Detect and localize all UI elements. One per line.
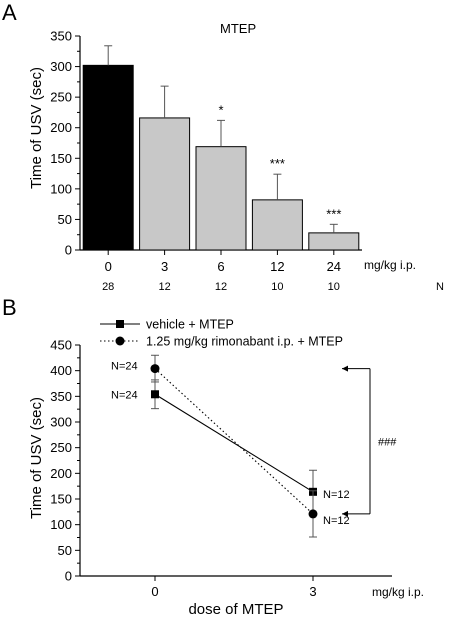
legend-label: vehicle + MTEP bbox=[146, 318, 234, 332]
panel-a-bar bbox=[195, 146, 247, 251]
series-n-label: N=24 bbox=[111, 361, 138, 373]
panel-b-legend: vehicle + MTEP 1.25 mg/kg rimonabant i.p.… bbox=[100, 318, 343, 349]
panel-a-significance: *** bbox=[270, 156, 285, 171]
panel-b-series: N=24 N=12 N=24 N=12 bbox=[111, 354, 350, 538]
panel-a-n-value: 10 bbox=[328, 281, 340, 293]
panel-a-bar bbox=[251, 199, 303, 251]
series-circle-marker bbox=[150, 364, 160, 374]
bracket-annotation: ### bbox=[378, 436, 397, 448]
panel-b-x-tick-label: 0 bbox=[151, 584, 158, 599]
legend-label: 1.25 mg/kg rimonabant i.p. + MTEP bbox=[146, 335, 343, 349]
panel-letter-b: B bbox=[2, 295, 17, 320]
panel-b-y-tick-label: 250 bbox=[50, 440, 72, 455]
panel-a-significance: *** bbox=[326, 206, 341, 221]
bracket-arrow-top bbox=[342, 365, 348, 372]
panel-a-y-axis-title: Time of USV (sec) bbox=[28, 67, 45, 189]
panel-a: A MTEP Time of USV (sec) 050100150200250… bbox=[2, 0, 444, 293]
bracket-arrow-bottom bbox=[342, 510, 348, 517]
panel-b-y-axis-title: Time of USV (sec) bbox=[28, 397, 45, 519]
panel-b-x-axis-title: dose of MTEP bbox=[188, 601, 283, 618]
panel-a-n-value: 12 bbox=[215, 281, 227, 293]
panel-a-y-tick-label: 250 bbox=[50, 90, 72, 105]
panel-a-y-tick-label: 200 bbox=[50, 120, 72, 135]
panel-b-y-tick-label: 100 bbox=[50, 517, 72, 532]
series-circle-marker bbox=[308, 509, 318, 519]
panel-b-y-tick-label: 450 bbox=[50, 338, 72, 353]
panel-a-n-value: 12 bbox=[158, 281, 170, 293]
panel-b-x-tick-label: 3 bbox=[309, 584, 316, 599]
series-line bbox=[154, 393, 314, 493]
panel-a-n-value: 28 bbox=[102, 281, 114, 293]
panel-b-y-tick-label: 400 bbox=[50, 363, 72, 378]
panel-b-y-tick-label: 50 bbox=[58, 543, 72, 558]
panel-a-y-tick-label: 300 bbox=[50, 59, 72, 74]
legend-square-marker bbox=[116, 320, 124, 328]
panel-a-y-tick-label: 50 bbox=[58, 212, 72, 227]
panel-a-bar bbox=[308, 232, 360, 251]
series-line bbox=[154, 368, 314, 515]
panel-b-significance-bracket: ### bbox=[342, 365, 397, 517]
panel-a-y-tick-label: 0 bbox=[65, 243, 72, 258]
panel-a-bar bbox=[82, 64, 134, 251]
panel-a-significance: * bbox=[218, 102, 223, 117]
series-n-label: N=12 bbox=[323, 489, 350, 501]
series-n-label: N=12 bbox=[323, 515, 350, 527]
panel-a-x-tick-label: 6 bbox=[217, 259, 224, 274]
panel-a-y-tick-label: 150 bbox=[50, 151, 72, 166]
panel-b-y-tick-label: 200 bbox=[50, 466, 72, 481]
panel-b-y-tick-label: 300 bbox=[50, 415, 72, 430]
panel-a-x-tick-label: 0 bbox=[105, 259, 112, 274]
panel-a-n-header: N bbox=[436, 281, 444, 293]
panel-b-axes: 0 50 100 150 200 250 300 350 400 450 0 3 bbox=[50, 338, 392, 599]
panel-b-y-tick-label: 350 bbox=[50, 389, 72, 404]
panel-a-y-tick-label: 350 bbox=[50, 29, 72, 44]
panel-a-x-tick-label: 24 bbox=[327, 259, 341, 274]
panel-b-x-unit: mg/kg i.p. bbox=[372, 585, 424, 599]
panel-a-axes: 0 50 100 150 200 250 300 350 0 28 3 12 6 12 12 10 24 10 bbox=[50, 29, 362, 293]
panel-b-y-tick-label: 150 bbox=[50, 492, 72, 507]
panel-letter-a: A bbox=[2, 0, 17, 25]
panel-a-x-tick-label: 3 bbox=[161, 259, 168, 274]
panel-a-y-tick-label: 100 bbox=[50, 181, 72, 196]
series-square-marker bbox=[151, 390, 159, 399]
panel-a-bar bbox=[139, 117, 191, 251]
panel-a-bars: ******* bbox=[82, 45, 360, 251]
panel-a-n-value: 10 bbox=[271, 281, 283, 293]
panel-b-y-tick-label: 0 bbox=[65, 569, 72, 584]
panel-a-x-tick-label: 12 bbox=[270, 259, 284, 274]
panel-a-x-unit: mg/kg i.p. bbox=[364, 258, 416, 272]
panel-b: B Time of USV (sec) 0 50 100 150 200 250 300 35… bbox=[2, 295, 424, 618]
panel-a-title: MTEP bbox=[220, 21, 256, 36]
series-n-label: N=24 bbox=[111, 389, 138, 401]
legend-circle-marker bbox=[115, 336, 125, 346]
